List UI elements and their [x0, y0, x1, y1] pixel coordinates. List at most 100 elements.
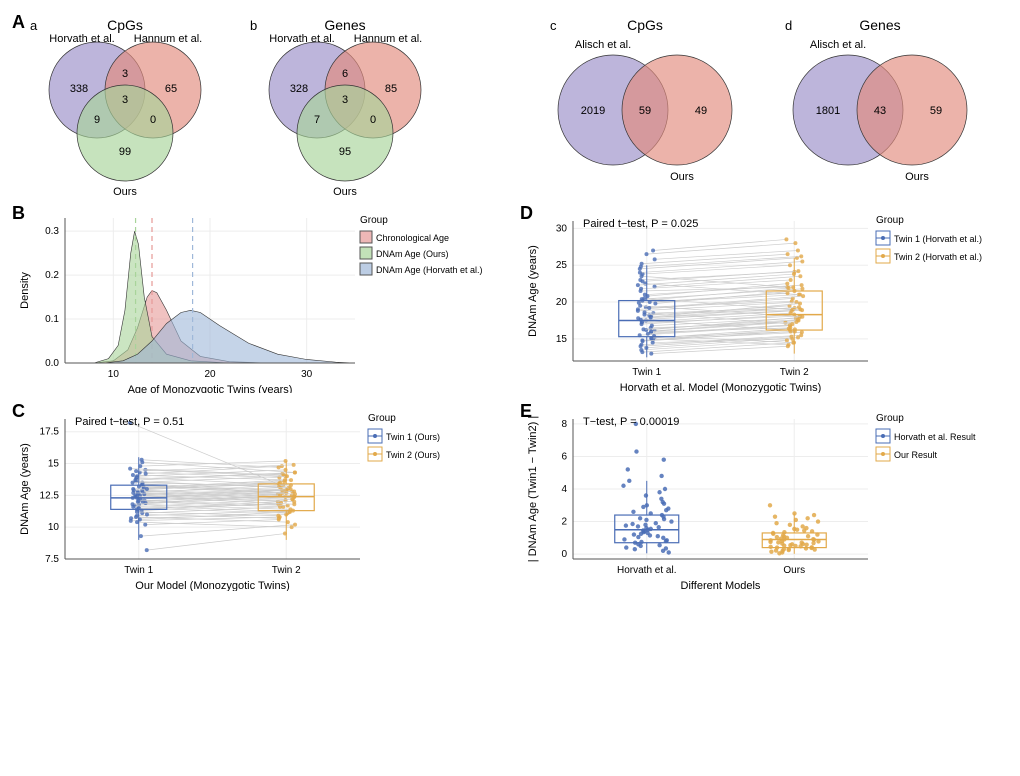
svg-text:c: c	[550, 18, 557, 33]
svg-text:328: 328	[290, 83, 308, 95]
svg-text:Group: Group	[360, 215, 388, 226]
panel-b-label: B	[12, 203, 25, 224]
panel-e-svg: 0 2 4 6 8 Horvath et al. Ours Different Models |…	[518, 401, 1018, 591]
svg-text:| DNAm Age (Twin1 − Twin2) |: | DNAm Age (Twin1 − Twin2) |	[527, 416, 539, 562]
svg-text:Our Model (Monozygotic Twins): Our Model (Monozygotic Twins)	[135, 580, 289, 591]
panel-a-svg: aCpGsHorvath et al.Hannum et al.Ours3386…	[10, 10, 1010, 195]
panel-b: B 10 20 30 0.0 0.1 0.2 0.3 Age of Monozygotic T…	[10, 203, 510, 393]
svg-text:17.5: 17.5	[40, 427, 60, 438]
panel-e: E 0 2 4 6 8 Horvath et al. Ours Different Model…	[518, 401, 1018, 591]
panel-a-label: A	[12, 12, 25, 33]
svg-text:CpGs: CpGs	[627, 17, 663, 33]
svg-text:0.2: 0.2	[45, 270, 59, 281]
svg-text:0: 0	[561, 549, 567, 560]
svg-text:Twin 1 (Ours): Twin 1 (Ours)	[386, 432, 440, 442]
svg-text:Twin 1: Twin 1	[632, 367, 661, 378]
svg-text:Chronological Age: Chronological Age	[376, 233, 449, 243]
svg-text:3: 3	[342, 94, 348, 106]
svg-text:0: 0	[150, 114, 156, 126]
svg-text:43: 43	[874, 105, 886, 117]
svg-text:Group: Group	[368, 413, 396, 424]
svg-text:0.0: 0.0	[45, 358, 59, 369]
panel-e-label: E	[520, 401, 532, 422]
svg-text:Genes: Genes	[324, 17, 365, 33]
svg-text:59: 59	[930, 105, 942, 117]
svg-text:1801: 1801	[816, 105, 840, 117]
svg-text:8: 8	[561, 419, 567, 430]
svg-text:15: 15	[556, 334, 568, 345]
svg-text:7.5: 7.5	[45, 554, 59, 565]
figure-grid: A aCpGsHorvath et al.Hannum et al.Ours33…	[10, 10, 1010, 591]
svg-text:20: 20	[556, 297, 568, 308]
svg-text:25: 25	[556, 260, 568, 271]
svg-text:Our Result: Our Result	[894, 450, 938, 460]
svg-text:Ours: Ours	[333, 186, 357, 195]
svg-text:10: 10	[108, 369, 120, 380]
svg-text:Twin 1 (Horvath et al.): Twin 1 (Horvath et al.)	[894, 234, 982, 244]
panel-a: A aCpGsHorvath et al.Hannum et al.Ours33…	[10, 10, 1018, 195]
svg-text:7: 7	[314, 114, 320, 126]
panel-c: C 7.5 10 12.5 15 17.5 Twin 1 Twin 2 Our Model (…	[10, 401, 510, 591]
svg-text:CpGs: CpGs	[107, 17, 143, 33]
svg-text:Density: Density	[19, 272, 31, 309]
svg-text:99: 99	[119, 146, 131, 158]
svg-text:Twin 1: Twin 1	[124, 565, 153, 576]
svg-text:Horvath et al. Result: Horvath et al. Result	[894, 432, 976, 442]
svg-text:6: 6	[561, 451, 567, 462]
svg-text:DNAm Age (years): DNAm Age (years)	[527, 245, 539, 337]
svg-text:10: 10	[48, 522, 60, 533]
svg-text:59: 59	[639, 105, 651, 117]
panel-d-label: D	[520, 203, 533, 224]
svg-text:Twin 2: Twin 2	[272, 565, 301, 576]
svg-text:Group: Group	[876, 413, 904, 424]
svg-text:15: 15	[48, 459, 60, 470]
svg-text:49: 49	[695, 105, 707, 117]
panel-d: D 15 20 25 30 Twin 1 Twin 2 Horvath et al. Mod…	[518, 203, 1018, 393]
svg-text:30: 30	[301, 369, 313, 380]
svg-text:2: 2	[561, 517, 567, 528]
svg-text:0.3: 0.3	[45, 226, 59, 237]
svg-text:12.5: 12.5	[40, 490, 60, 501]
svg-text:0.1: 0.1	[45, 314, 59, 325]
panel-c-svg: 7.5 10 12.5 15 17.5 Twin 1 Twin 2 Our Model (Mo…	[10, 401, 510, 591]
svg-text:Paired t−test, P = 0.025: Paired t−test, P = 0.025	[583, 218, 698, 230]
svg-text:20: 20	[204, 369, 216, 380]
panel-c-label: C	[12, 401, 25, 422]
svg-text:Different Models: Different Models	[681, 580, 761, 591]
svg-text:DNAm Age (years): DNAm Age (years)	[19, 443, 31, 535]
svg-text:Ours: Ours	[905, 171, 929, 183]
svg-text:a: a	[30, 18, 38, 33]
svg-text:Paired t−test, P = 0.51: Paired t−test, P = 0.51	[75, 416, 184, 428]
svg-text:Twin 2: Twin 2	[780, 367, 809, 378]
svg-text:Horvath et al. Model (Monozygo: Horvath et al. Model (Monozygotic Twins)	[620, 382, 822, 393]
panel-b-svg: 10 20 30 0.0 0.1 0.2 0.3 Age of Monozygotic Twi…	[10, 203, 510, 393]
svg-text:Alisch et al.: Alisch et al.	[810, 39, 866, 51]
svg-text:d: d	[785, 18, 792, 33]
svg-text:338: 338	[70, 83, 88, 95]
svg-text:Twin 2 (Ours): Twin 2 (Ours)	[386, 450, 440, 460]
svg-text:Genes: Genes	[859, 17, 900, 33]
svg-text:Age of Monozygotic Twins (year: Age of Monozygotic Twins (years)	[128, 384, 293, 393]
svg-text:Twin 2 (Horvath et al.): Twin 2 (Horvath et al.)	[894, 252, 982, 262]
svg-text:Ours: Ours	[113, 186, 137, 195]
svg-text:Alisch et al.: Alisch et al.	[575, 39, 631, 51]
svg-text:2019: 2019	[581, 105, 605, 117]
svg-text:6: 6	[342, 68, 348, 80]
svg-text:T−test, P = 0.00019: T−test, P = 0.00019	[583, 416, 679, 428]
svg-text:Ours: Ours	[670, 171, 694, 183]
svg-text:30: 30	[556, 223, 568, 234]
svg-text:Ours: Ours	[783, 565, 805, 576]
svg-text:Group: Group	[876, 215, 904, 226]
svg-text:b: b	[250, 18, 257, 33]
svg-text:3: 3	[122, 68, 128, 80]
svg-text:DNAm Age (Horvath et al.): DNAm Age (Horvath et al.)	[376, 265, 483, 275]
svg-text:65: 65	[165, 83, 177, 95]
svg-text:4: 4	[561, 484, 567, 495]
svg-text:95: 95	[339, 146, 351, 158]
svg-text:9: 9	[94, 114, 100, 126]
svg-text:DNAm Age (Ours): DNAm Age (Ours)	[376, 249, 449, 259]
svg-text:3: 3	[122, 94, 128, 106]
svg-text:0: 0	[370, 114, 376, 126]
svg-text:Horvath et al.: Horvath et al.	[617, 565, 676, 576]
svg-text:85: 85	[385, 83, 397, 95]
